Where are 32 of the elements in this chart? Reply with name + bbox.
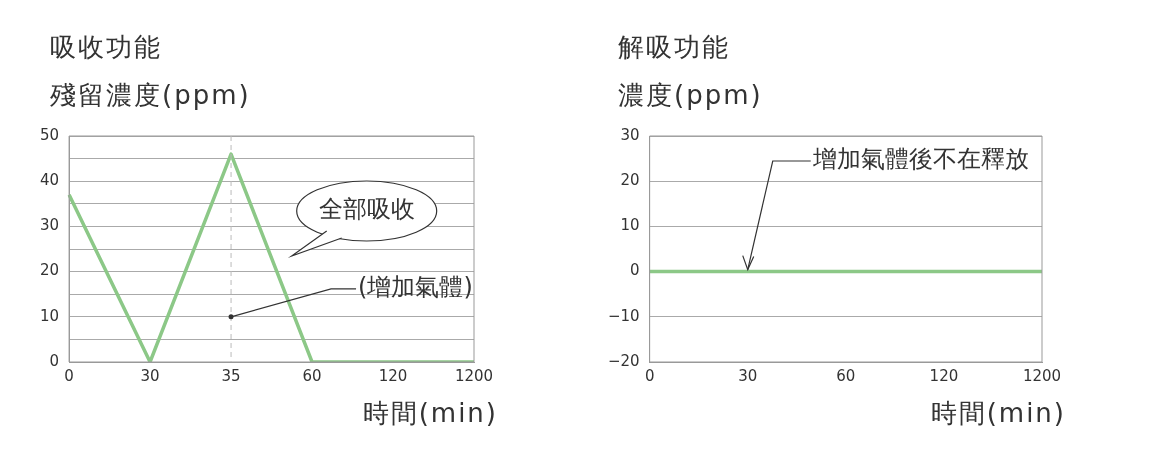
chart-title: 吸收功能 — [50, 31, 162, 64]
y-tick-label: 30 — [39, 216, 60, 235]
x-tick-label: 35 — [221, 366, 241, 385]
y-tick-label: 20 — [39, 261, 60, 280]
y-axis-title: 殘留濃度(ppm) — [50, 79, 251, 112]
x-tick-label: 120 — [378, 366, 408, 385]
y-tick-label: 20 — [620, 171, 640, 190]
y-tick-label: 0 — [630, 261, 640, 280]
y-tick-label: 10 — [620, 216, 640, 235]
y-tick-label: 0 — [49, 351, 60, 370]
x-tick-label: 60 — [836, 366, 856, 385]
x-tick-label: 30 — [738, 366, 758, 385]
y-tick-label: 40 — [39, 171, 60, 190]
annotation: (增加氣體) — [358, 273, 473, 302]
chart-title: 解吸功能 — [618, 31, 730, 64]
y-tick-label: 10 — [39, 306, 60, 325]
y-axis-title: 濃度(ppm) — [618, 79, 763, 112]
annotation: 增加氣體後不在釋放 — [811, 145, 1029, 174]
x-axis-title: 時間(min) — [930, 397, 1066, 430]
x-tick-label: 1200 — [454, 366, 494, 385]
y-tick-label: −20 — [608, 351, 640, 370]
x-axis-title: 時間(min) — [362, 397, 498, 430]
x-tick-label: 0 — [64, 366, 74, 385]
annotation: 全部吸收 — [318, 195, 415, 224]
y-tick-label: 50 — [39, 125, 60, 144]
x-tick-label: 1200 — [1022, 366, 1062, 385]
y-tick-label: −10 — [608, 306, 640, 325]
x-tick-label: 60 — [302, 366, 322, 385]
y-tick-label: 30 — [620, 125, 640, 144]
x-tick-label: 120 — [929, 366, 959, 385]
x-tick-label: 0 — [644, 366, 655, 385]
x-tick-label: 30 — [140, 366, 160, 385]
